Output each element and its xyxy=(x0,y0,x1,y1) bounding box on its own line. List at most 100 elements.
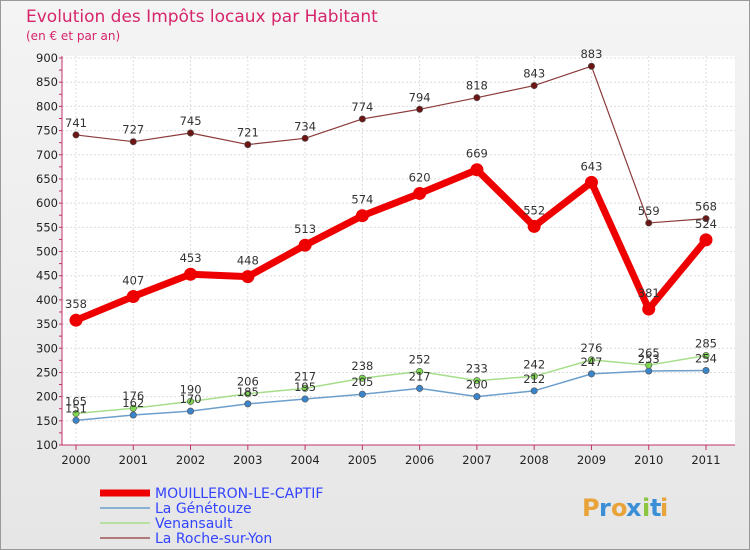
data-point xyxy=(699,233,713,247)
data-label: 721 xyxy=(237,126,259,140)
y-tick-label: 250 xyxy=(36,365,58,379)
x-tick-label: 2011 xyxy=(691,453,720,467)
chart-subtitle: (en € et par an) xyxy=(26,29,120,43)
data-point xyxy=(416,367,424,375)
y-tick-label: 500 xyxy=(36,245,58,259)
y-tick-label: 800 xyxy=(36,99,58,113)
data-point xyxy=(587,370,595,378)
data-label: 265 xyxy=(638,346,660,360)
data-label: 552 xyxy=(523,203,545,217)
x-tick-label: 2008 xyxy=(520,453,549,467)
plot-background xyxy=(62,56,735,445)
data-label: 185 xyxy=(237,385,259,399)
data-label: 727 xyxy=(122,123,144,137)
data-label: 818 xyxy=(466,79,488,93)
x-tick-label: 2004 xyxy=(290,453,319,467)
data-label: 524 xyxy=(695,217,717,231)
data-label: 190 xyxy=(180,382,202,396)
x-tick-label: 2006 xyxy=(405,453,434,467)
y-tick-label: 900 xyxy=(36,51,58,65)
data-label: 242 xyxy=(523,357,545,371)
legend-label: La Génétouze xyxy=(155,501,252,517)
legend-label: La Roche-sur-Yon xyxy=(155,531,272,547)
data-point xyxy=(702,367,710,375)
data-label: 843 xyxy=(523,67,545,81)
data-point xyxy=(72,131,80,139)
y-tick-label: 100 xyxy=(36,438,58,452)
data-point xyxy=(473,377,481,385)
data-label: 212 xyxy=(523,372,545,386)
data-label: 165 xyxy=(65,395,87,409)
logo-letter: o xyxy=(611,494,628,522)
data-label: 238 xyxy=(351,359,373,373)
x-tick-label: 2007 xyxy=(462,453,491,467)
legend-label: MOUILLERON-LE-CAPTIF xyxy=(155,486,323,502)
data-point xyxy=(301,134,309,142)
data-label: 233 xyxy=(466,362,488,376)
y-tick-label: 700 xyxy=(36,148,58,162)
data-point xyxy=(184,267,198,281)
data-label: 643 xyxy=(580,159,602,173)
logo-letter: r xyxy=(599,494,611,522)
data-point xyxy=(587,356,595,364)
data-point xyxy=(530,372,538,380)
data-label: 162 xyxy=(122,396,144,410)
x-tick-label: 2003 xyxy=(233,453,262,467)
data-point xyxy=(584,175,598,189)
data-label: 217 xyxy=(409,369,431,383)
data-label: 745 xyxy=(180,114,202,128)
data-label: 253 xyxy=(638,352,660,366)
y-tick-label: 350 xyxy=(36,317,58,331)
data-point xyxy=(527,219,541,233)
chart-title: Evolution des Impôts locaux par Habitant xyxy=(26,7,378,27)
logo-letter: i xyxy=(660,494,668,522)
data-label: 247 xyxy=(580,355,602,369)
data-point xyxy=(702,215,710,223)
x-tick-label: 2010 xyxy=(634,453,663,467)
data-label: 559 xyxy=(638,204,660,218)
data-label: 453 xyxy=(180,251,202,265)
y-tick-label: 450 xyxy=(36,269,58,283)
data-point xyxy=(645,219,653,227)
data-point xyxy=(244,400,252,408)
x-tick-label: 2005 xyxy=(348,453,377,467)
y-tick-label: 650 xyxy=(36,172,58,186)
data-point xyxy=(413,186,427,200)
data-point xyxy=(702,352,710,360)
data-point xyxy=(642,302,656,316)
data-point xyxy=(530,387,538,395)
data-point xyxy=(645,361,653,369)
data-point xyxy=(355,209,369,223)
data-point xyxy=(358,115,366,123)
data-label: 774 xyxy=(351,100,373,114)
series-layer xyxy=(69,62,713,424)
data-label: 669 xyxy=(466,147,488,161)
data-label: 205 xyxy=(351,375,373,389)
data-point xyxy=(645,367,653,375)
data-point xyxy=(244,141,252,149)
data-label: 513 xyxy=(294,222,316,236)
y-tick-label: 150 xyxy=(36,414,58,428)
data-point xyxy=(530,82,538,90)
x-tick-label: 2000 xyxy=(61,453,90,467)
y-tick-label: 850 xyxy=(36,75,58,89)
data-point xyxy=(187,397,195,405)
data-point xyxy=(416,105,424,113)
data-label: 794 xyxy=(409,90,431,104)
y-tick-label: 750 xyxy=(36,124,58,138)
x-tick-label: 2009 xyxy=(577,453,606,467)
data-point xyxy=(358,374,366,382)
data-label: 381 xyxy=(638,286,660,300)
data-label: 176 xyxy=(122,389,144,403)
data-label: 195 xyxy=(294,380,316,394)
plot-area xyxy=(62,56,735,445)
data-labels: 151 162 170 185 195 205 217 200 212 247 253 254 165 1… xyxy=(65,47,717,415)
data-label: 407 xyxy=(122,273,144,287)
data-label: 620 xyxy=(409,170,431,184)
y-tick-label: 200 xyxy=(36,390,58,404)
data-point xyxy=(129,404,137,412)
data-label: 568 xyxy=(695,200,717,214)
data-label: 734 xyxy=(294,119,316,133)
